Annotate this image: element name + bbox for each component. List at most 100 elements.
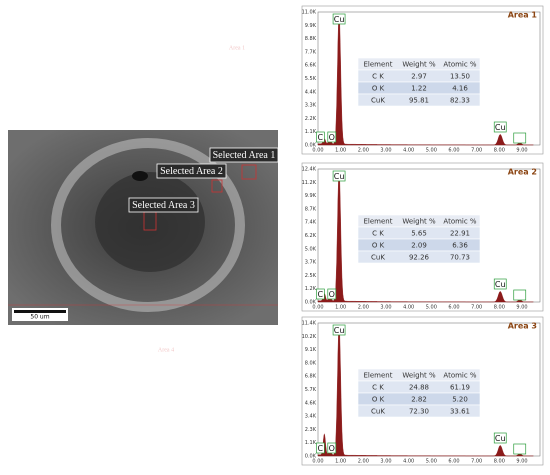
x-tick-label: 3.00 xyxy=(380,148,391,154)
panel-title: Area 1 xyxy=(508,11,538,20)
table-cell: C K xyxy=(372,384,384,392)
y-tick-label: 8.8K xyxy=(305,36,317,42)
y-tick-label: 4.4K xyxy=(305,89,317,95)
x-tick-label: 9.00 xyxy=(516,305,527,311)
x-tick-label: 0.00 xyxy=(312,148,323,154)
x-tick-label: 4.00 xyxy=(403,305,414,311)
peak-label: C xyxy=(318,290,324,299)
x-tick-label: 0.00 xyxy=(312,305,323,311)
table-cell: 6.36 xyxy=(452,242,468,250)
y-tick-label: 3.3K xyxy=(305,103,317,109)
y-tick-label: 5.0K xyxy=(305,246,317,252)
y-tick-label: 9.1K xyxy=(305,347,317,353)
x-tick-label: 5.00 xyxy=(426,305,437,311)
x-tick-label: 6.00 xyxy=(448,148,459,154)
table-row xyxy=(357,404,481,418)
peak-label-box xyxy=(327,442,337,454)
peak-label-box xyxy=(493,278,507,290)
table-cell: CuK xyxy=(371,254,385,262)
table-cell: 4.16 xyxy=(452,85,468,93)
peak-label-box xyxy=(332,13,346,25)
faint-label: Area 4 xyxy=(158,347,174,353)
peak-label-box xyxy=(493,432,507,444)
spectrum-panel: 12.4K 11.2K 9.9K 8.7K 7.4K 6.2K 5.0K 3.7K 2.5K 1.… xyxy=(302,162,544,312)
peak-label: Cu xyxy=(334,172,345,181)
peak-label-box xyxy=(332,324,346,336)
x-tick-label: 8.00 xyxy=(494,305,505,311)
peak-label: Cu xyxy=(495,434,506,443)
sem-label: Selected Area 2 xyxy=(160,166,223,177)
y-tick-label: 2.3K xyxy=(305,427,317,433)
y-tick-label: 7.7K xyxy=(305,49,317,55)
x-tick-label: 1.00 xyxy=(335,148,346,154)
x-tick-label: 9.00 xyxy=(516,148,527,154)
table-cell: 95.81 xyxy=(409,97,429,105)
table-cell: O K xyxy=(372,396,385,404)
table-row xyxy=(357,93,481,107)
faint-label: Area 1 xyxy=(229,45,245,51)
table-cell: 82.33 xyxy=(450,97,470,105)
table-cell: Weight % xyxy=(402,61,436,69)
y-tick-label: 0.0K xyxy=(305,454,317,460)
spectrum-panel: 11.4K 10.2K 9.1K 8.0K 6.8K 5.7K 4.6K 3.4K 2.3K 1.… xyxy=(302,316,544,466)
y-tick-label: 9.9K xyxy=(305,193,317,199)
peak-label: O xyxy=(329,290,335,299)
y-tick-label: 9.9K xyxy=(305,23,317,29)
table-cell: 13.50 xyxy=(450,73,470,81)
table-cell: Element xyxy=(364,372,393,380)
x-tick-label: 0.00 xyxy=(312,459,323,465)
peak-label-box xyxy=(315,442,325,454)
table-cell: 72.30 xyxy=(409,408,429,416)
y-tick-label: 6.8K xyxy=(305,374,317,380)
table-cell: 22.91 xyxy=(450,230,470,238)
panel-title: Area 2 xyxy=(508,168,537,177)
peak-label-box xyxy=(327,288,337,300)
y-tick-label: 5.5K xyxy=(305,76,317,82)
y-tick-label: 12.4K xyxy=(302,167,317,173)
spectrum xyxy=(317,14,534,146)
x-tick-label: 1.00 xyxy=(335,305,346,311)
y-tick-label: 7.4K xyxy=(305,220,317,226)
y-tick-label: 4.6K xyxy=(305,400,317,406)
x-tick-label: 4.00 xyxy=(403,148,414,154)
sem-label: Selected Area 3 xyxy=(132,200,195,211)
table-cell: 2.97 xyxy=(411,73,427,81)
x-tick-label: 9.00 xyxy=(516,459,527,465)
scale-bar-label: 50 um xyxy=(30,314,49,321)
table-row xyxy=(357,250,481,264)
x-tick-label: 8.00 xyxy=(494,459,505,465)
peak-label: C xyxy=(318,133,324,142)
y-tick-label: 11.2K xyxy=(302,180,317,186)
y-tick-label: 6.6K xyxy=(305,63,317,69)
table-cell: 70.73 xyxy=(450,254,470,262)
table-cell: O K xyxy=(372,85,385,93)
spectrum xyxy=(317,325,534,457)
x-tick-label: 3.00 xyxy=(380,459,391,465)
x-tick-label: 2.00 xyxy=(358,459,369,465)
x-tick-label: 5.00 xyxy=(426,148,437,154)
x-tick-label: 8.00 xyxy=(494,148,505,154)
cu-l-box2 xyxy=(513,443,527,455)
table-cell: CuK xyxy=(371,97,385,105)
y-tick-label: 8.7K xyxy=(305,206,317,212)
y-tick-label: 1.2K xyxy=(305,286,317,292)
table-cell: Weight % xyxy=(402,218,436,226)
table-cell: 2.82 xyxy=(411,396,427,404)
table-cell: 1.22 xyxy=(411,85,427,93)
table-cell: 33.61 xyxy=(450,408,470,416)
y-tick-label: 11.4K xyxy=(302,321,317,327)
y-tick-label: 1.1K xyxy=(305,440,317,446)
x-tick-label: 7.00 xyxy=(471,148,482,154)
cu-l-box2 xyxy=(513,132,527,144)
peak-label: O xyxy=(329,133,335,142)
table-cell: 5.20 xyxy=(452,396,468,404)
y-tick-label: 10.2K xyxy=(302,334,317,340)
x-tick-label: 1.00 xyxy=(335,459,346,465)
table-cell: Atomic % xyxy=(443,61,477,69)
peak-label: Cu xyxy=(334,326,345,335)
spectrum-panel: 11.0K 9.9K 8.8K 7.7K 6.6K 5.5K 4.4K 3.3K 2.2K 1.1… xyxy=(302,5,544,155)
table-cell: 92.26 xyxy=(409,254,430,262)
table-cell: Element xyxy=(364,61,393,69)
